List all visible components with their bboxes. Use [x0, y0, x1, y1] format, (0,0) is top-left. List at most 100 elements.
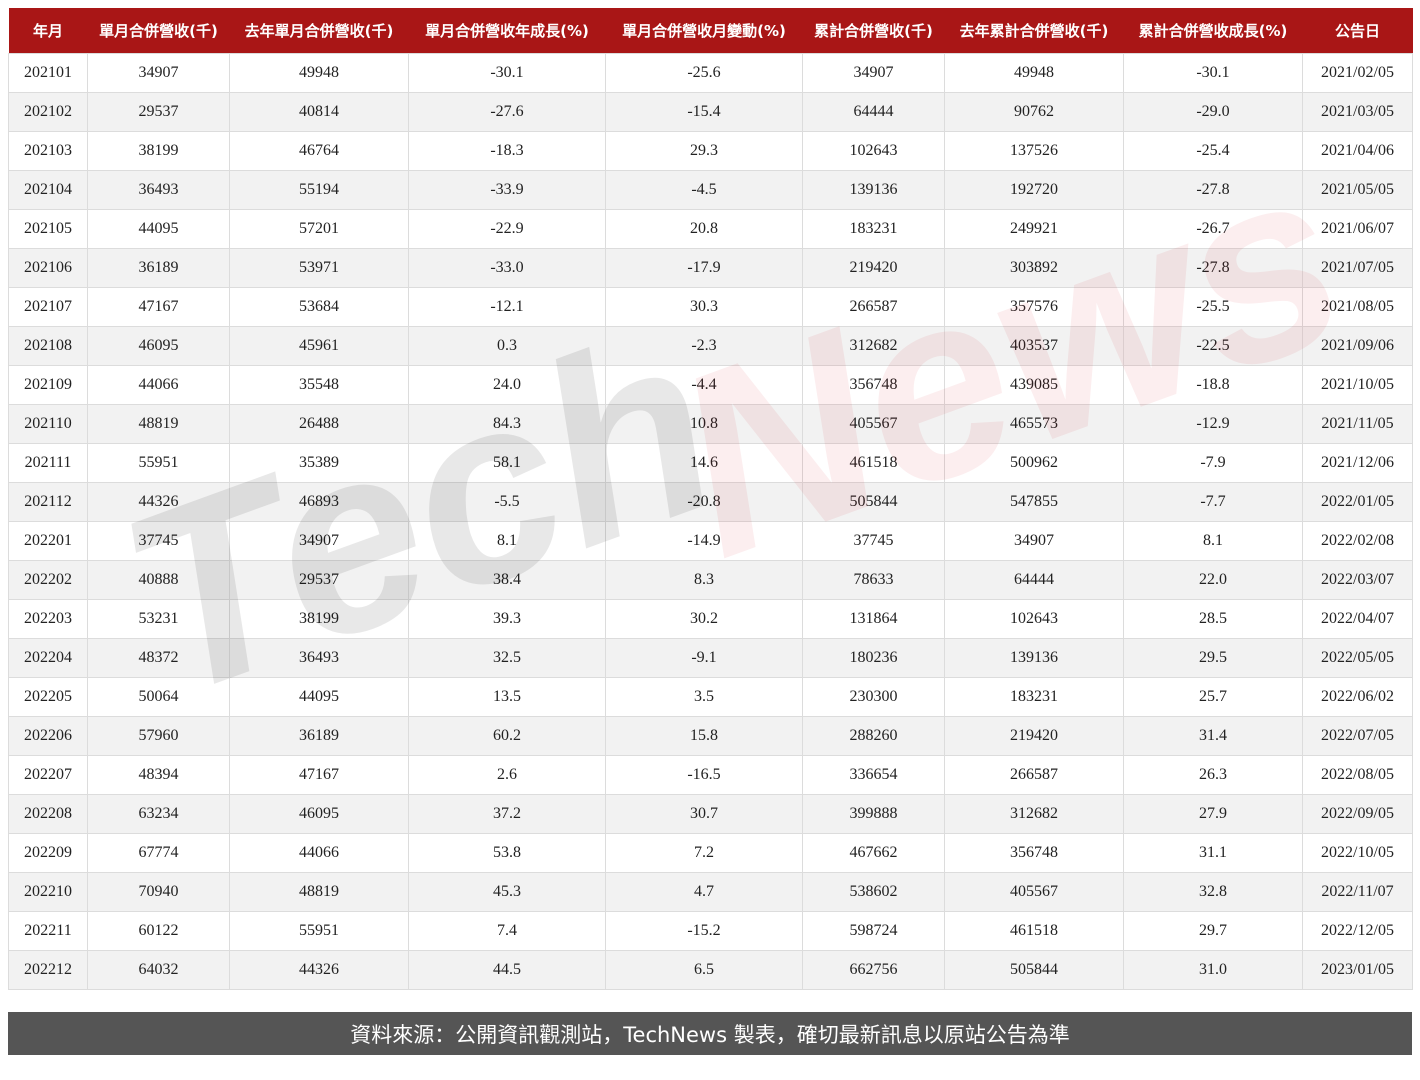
table-cell: 34907 — [87, 53, 230, 93]
table-cell: 3.5 — [605, 677, 803, 717]
table-cell: 202208 — [8, 794, 88, 834]
table-cell: 102643 — [802, 131, 945, 171]
column-header: 累計合併營收成長(%) — [1123, 8, 1303, 54]
table-cell: 55951 — [87, 443, 230, 483]
table-cell: 46764 — [229, 131, 409, 171]
table-cell: 7.4 — [408, 911, 606, 951]
table-cell: 2022/09/05 — [1302, 794, 1413, 834]
table-cell: -25.6 — [605, 53, 803, 93]
table-cell: 31.0 — [1123, 950, 1303, 990]
table-cell: 2021/06/07 — [1302, 209, 1413, 249]
table-cell: -18.3 — [408, 131, 606, 171]
table-cell: -22.5 — [1123, 326, 1303, 366]
table-cell: 2021/11/05 — [1302, 404, 1413, 444]
table-cell: 356748 — [802, 365, 945, 405]
table-cell: 312682 — [802, 326, 945, 366]
table-cell: 55951 — [229, 911, 409, 951]
table-cell: 7.2 — [605, 833, 803, 873]
source-footer: 資料來源：公開資訊觀測站，TechNews 製表，確切最新訊息以原站公告為準 — [8, 1012, 1412, 1055]
column-header: 公告日 — [1302, 8, 1413, 54]
table-cell: -27.6 — [408, 92, 606, 132]
table-row: 202111 55951 35389 58.1 14.6 461518 500962 -7.9… — [8, 443, 1413, 483]
table-cell: 2022/02/08 — [1302, 521, 1413, 561]
table-cell: -16.5 — [605, 755, 803, 795]
table-cell: 90762 — [944, 92, 1124, 132]
table-cell: 6.5 — [605, 950, 803, 990]
table-cell: 102643 — [944, 599, 1124, 639]
table-row: 202209 67774 44066 53.8 7.2 467662 356748 31.1 2… — [8, 833, 1413, 873]
table-cell: -29.0 — [1123, 92, 1303, 132]
table-cell: 2021/09/06 — [1302, 326, 1413, 366]
table-cell: 22.0 — [1123, 560, 1303, 600]
table-cell: 202104 — [8, 170, 88, 210]
table-row: 202208 63234 46095 37.2 30.7 399888 312682 27.9… — [8, 794, 1413, 834]
table-cell: 53971 — [229, 248, 409, 288]
table-cell: -15.4 — [605, 92, 803, 132]
table-cell: 2021/03/05 — [1302, 92, 1413, 132]
table-cell: 2022/12/05 — [1302, 911, 1413, 951]
table-cell: 27.9 — [1123, 794, 1303, 834]
table-cell: 202212 — [8, 950, 88, 990]
table-cell: 34907 — [802, 53, 945, 93]
table-cell: 405567 — [802, 404, 945, 444]
table-cell: -27.8 — [1123, 248, 1303, 288]
table-cell: 8.1 — [1123, 521, 1303, 561]
table-cell: 36189 — [87, 248, 230, 288]
revenue-table: 年月 單月合併營收(千) 去年單月合併營收(千) 單月合併營收年成長(%) 單月合併營收… — [8, 8, 1413, 990]
table-cell: -7.7 — [1123, 482, 1303, 522]
table-cell: 36493 — [229, 638, 409, 678]
column-header: 單月合併營收(千) — [87, 8, 230, 54]
table-cell: 467662 — [802, 833, 945, 873]
table-cell: 202205 — [8, 677, 88, 717]
table-row: 202105 44095 57201 -22.9 20.8 183231 249921 -26… — [8, 209, 1413, 249]
table-cell: 202202 — [8, 560, 88, 600]
table-cell: 356748 — [944, 833, 1124, 873]
table-cell: -14.9 — [605, 521, 803, 561]
table-cell: 26.3 — [1123, 755, 1303, 795]
table-cell: 2022/06/02 — [1302, 677, 1413, 717]
table-cell: 598724 — [802, 911, 945, 951]
table-cell: 183231 — [944, 677, 1124, 717]
table-row: 202107 47167 53684 -12.1 30.3 266587 357576 -25… — [8, 287, 1413, 327]
table-cell: 2021/12/06 — [1302, 443, 1413, 483]
table-cell: 58.1 — [408, 443, 606, 483]
table-cell: 10.8 — [605, 404, 803, 444]
table-cell: 662756 — [802, 950, 945, 990]
table-cell: 547855 — [944, 482, 1124, 522]
table-cell: 312682 — [944, 794, 1124, 834]
table-cell: 405567 — [944, 872, 1124, 912]
table-cell: 505844 — [802, 482, 945, 522]
table-cell: 45.3 — [408, 872, 606, 912]
table-cell: 60.2 — [408, 716, 606, 756]
table-cell: 35548 — [229, 365, 409, 405]
table-cell: -25.5 — [1123, 287, 1303, 327]
table-cell: -4.4 — [605, 365, 803, 405]
table-cell: 202207 — [8, 755, 88, 795]
table-cell: 29537 — [87, 92, 230, 132]
table-cell: 500962 — [944, 443, 1124, 483]
table-cell: 249921 — [944, 209, 1124, 249]
table-cell: -5.5 — [408, 482, 606, 522]
table-cell: 31.4 — [1123, 716, 1303, 756]
table-cell: -30.1 — [408, 53, 606, 93]
table-cell: 49948 — [229, 53, 409, 93]
table-row: 202211 60122 55951 7.4 -15.2 598724 461518 29.7… — [8, 911, 1413, 951]
table-cell: 53231 — [87, 599, 230, 639]
table-cell: -17.9 — [605, 248, 803, 288]
table-cell: 357576 — [944, 287, 1124, 327]
table-cell: 30.3 — [605, 287, 803, 327]
table-cell: 2023/01/05 — [1302, 950, 1413, 990]
table-cell: 36189 — [229, 716, 409, 756]
table-cell: 48819 — [229, 872, 409, 912]
table-cell: 202110 — [8, 404, 88, 444]
table-cell: 29537 — [229, 560, 409, 600]
table-cell: 202206 — [8, 716, 88, 756]
table-header-row: 年月 單月合併營收(千) 去年單月合併營收(千) 單月合併營收年成長(%) 單月合併營收… — [8, 8, 1413, 54]
table-cell: 64032 — [87, 950, 230, 990]
table-cell: 57201 — [229, 209, 409, 249]
table-row: 202110 48819 26488 84.3 10.8 405567 465573 -12.… — [8, 404, 1413, 444]
table-cell: 39.3 — [408, 599, 606, 639]
table-cell: 2022/08/05 — [1302, 755, 1413, 795]
column-header: 去年累計合併營收(千) — [944, 8, 1124, 54]
table-cell: 137526 — [944, 131, 1124, 171]
